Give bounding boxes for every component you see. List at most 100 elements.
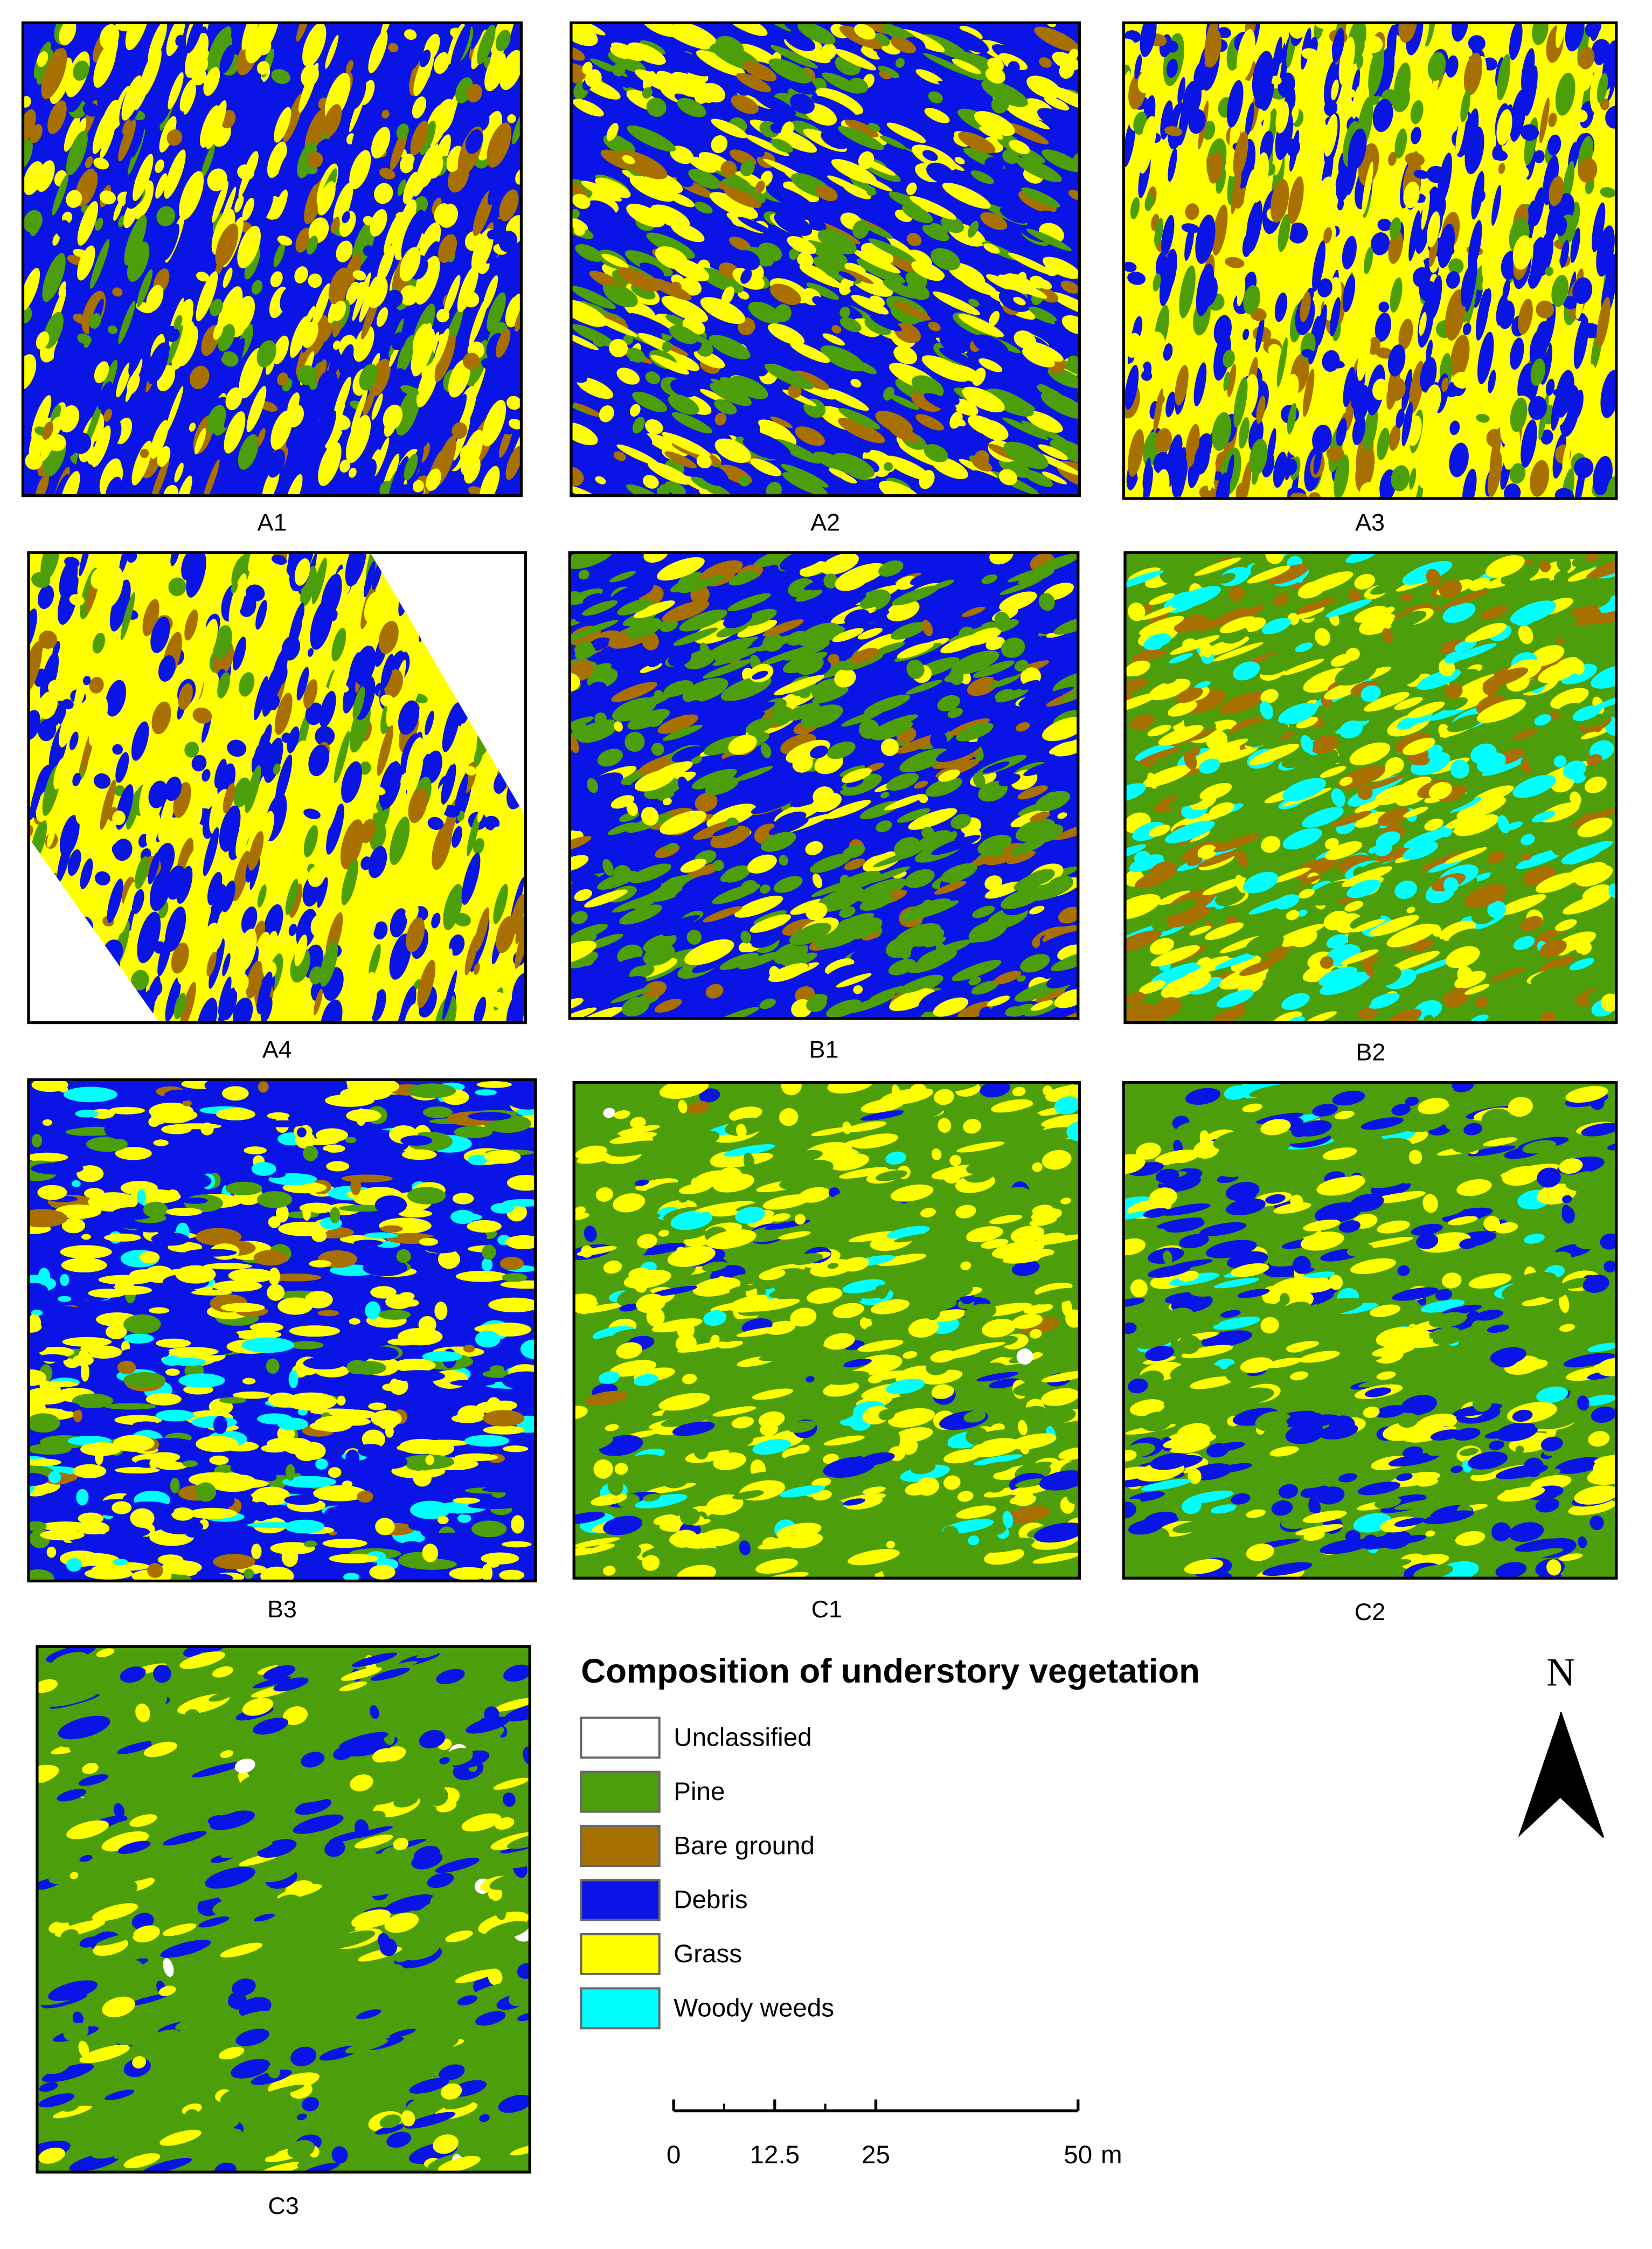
map-patch — [1393, 63, 1411, 107]
map-patch — [832, 1303, 864, 1319]
map-patch — [1397, 717, 1418, 730]
map-patch — [302, 23, 327, 67]
map-patch — [1449, 420, 1460, 435]
map-patch — [276, 848, 288, 883]
map-patch — [1174, 614, 1207, 633]
map-patch — [1482, 288, 1491, 313]
map-patch — [952, 59, 981, 74]
map-patch — [1129, 714, 1154, 729]
map-patch — [242, 1378, 256, 1385]
map-patch — [115, 1280, 134, 1290]
map-patch — [817, 626, 845, 641]
map-patch — [117, 1360, 136, 1374]
map-patch — [306, 236, 318, 255]
map-patch — [849, 286, 861, 294]
map-patch — [968, 299, 980, 307]
map-patch — [397, 1444, 416, 1451]
map-patch — [655, 246, 689, 270]
map-patch — [1238, 417, 1250, 449]
map-patch — [155, 159, 164, 174]
map-patch — [982, 1318, 1016, 1338]
map-patch — [1170, 434, 1183, 463]
map-patch — [1349, 742, 1391, 765]
map-patch — [515, 825, 526, 855]
map-patch — [425, 1532, 475, 1545]
map-patch — [965, 627, 1002, 646]
map-patch — [864, 841, 903, 857]
map-patch — [999, 207, 1028, 224]
map-patch — [185, 33, 209, 78]
map-patch — [266, 1358, 280, 1374]
map-patch — [587, 349, 619, 369]
map-patch — [1480, 605, 1508, 620]
map-patch — [633, 752, 653, 764]
map-patch — [506, 1175, 536, 1191]
map-patch — [628, 42, 666, 65]
map-patch — [938, 80, 972, 98]
map-patch — [175, 1265, 216, 1284]
map-patch — [157, 446, 171, 467]
map-patch — [1464, 126, 1484, 175]
map-patch — [827, 741, 856, 759]
map-patch — [333, 183, 353, 225]
map-patch — [1269, 75, 1282, 85]
map-patch — [487, 292, 506, 332]
map-patch — [750, 458, 782, 476]
map-patch — [475, 1330, 501, 1348]
map-patch — [1324, 841, 1363, 860]
map-patch — [1433, 905, 1463, 924]
map-patch — [922, 150, 938, 161]
map-patch — [1226, 80, 1244, 128]
map-patch — [846, 994, 896, 1014]
map-patch — [1197, 957, 1211, 966]
map-patch — [315, 359, 327, 384]
map-patch — [495, 30, 511, 52]
map-patch — [121, 75, 143, 121]
map-patch — [404, 453, 418, 481]
map-patch — [412, 480, 424, 493]
map-patch — [626, 618, 662, 639]
map-patch — [282, 1437, 313, 1455]
map-patch — [259, 447, 270, 462]
map-patch — [1377, 218, 1392, 231]
map-patch — [158, 791, 176, 841]
map-patch — [137, 911, 161, 964]
map-patch — [112, 744, 123, 755]
map-patch — [856, 258, 905, 284]
map-patch — [970, 170, 994, 184]
map-patch — [585, 69, 602, 87]
map-patch — [74, 356, 91, 379]
map-patch — [850, 378, 862, 388]
map-patch — [419, 1237, 439, 1246]
map-patch — [77, 1165, 104, 1182]
map-patch — [1491, 185, 1501, 226]
map-patch — [457, 1405, 485, 1423]
map-patch — [1496, 894, 1546, 916]
classification-map — [571, 23, 1080, 496]
map-patch — [606, 1179, 637, 1187]
map-patch — [274, 693, 293, 735]
map-patch — [326, 1161, 350, 1172]
map-patch — [29, 1209, 68, 1228]
map-patch — [804, 240, 848, 264]
map-patch — [119, 882, 136, 934]
map-patch — [1038, 444, 1068, 460]
map-patch — [1600, 993, 1616, 1012]
map-patch — [47, 1382, 61, 1402]
map-patch — [427, 155, 443, 179]
map-patch — [644, 778, 682, 799]
map-patch — [1125, 1004, 1156, 1023]
map-patch — [52, 233, 60, 246]
map-patch — [1409, 468, 1417, 490]
map-patch — [148, 852, 160, 885]
map-patch — [1471, 785, 1514, 805]
map-patch — [1588, 557, 1616, 578]
map-patch — [922, 224, 949, 241]
map-patch — [507, 114, 516, 123]
map-patch — [186, 552, 206, 598]
map-patch — [811, 95, 857, 119]
map-patch — [617, 598, 653, 616]
map-patch — [251, 1544, 262, 1560]
map-patch — [925, 777, 962, 797]
panel-label: A1 — [257, 508, 287, 536]
